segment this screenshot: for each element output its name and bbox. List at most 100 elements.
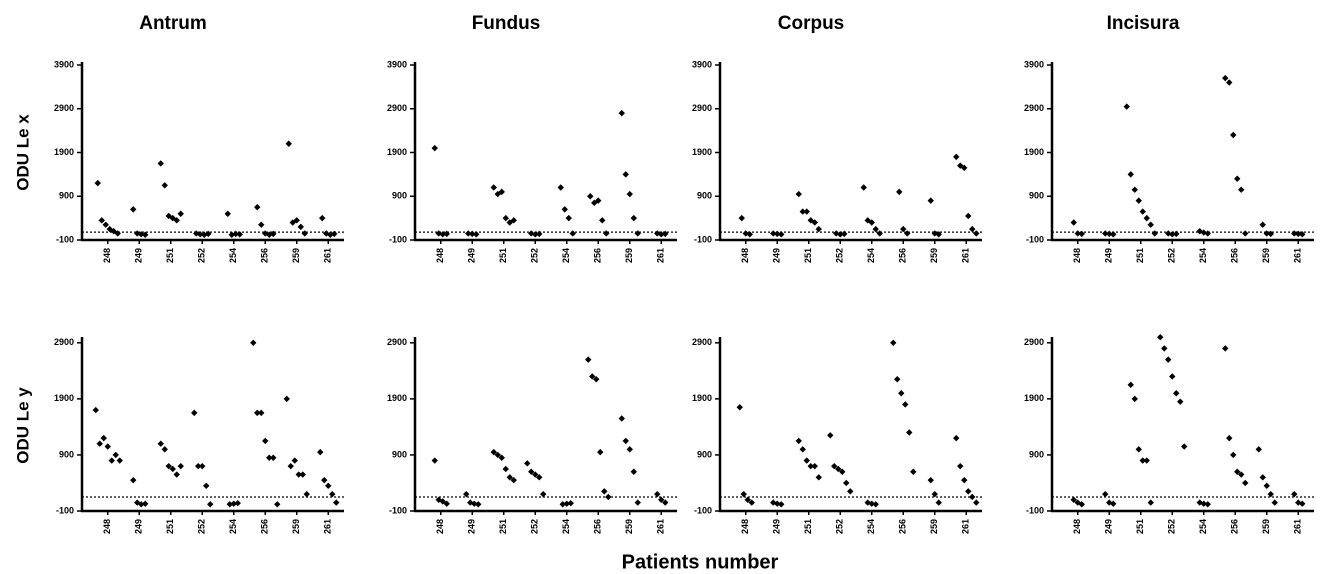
data-point [1299,500,1306,507]
data-point [439,231,446,238]
data-point [1259,221,1266,228]
x-tick-label: 251 [165,519,175,534]
data-point [622,171,629,178]
y-tick-label: 900 [1029,191,1044,201]
data-point [114,230,121,237]
data-point [774,230,781,238]
x-tick-label: 261 [1293,519,1303,534]
y-tick-label: -100 [694,234,712,244]
data-point [1074,230,1081,237]
data-point [266,231,273,238]
data-point [876,230,883,237]
data-point [327,231,334,238]
data-point [157,160,164,167]
data-point [510,217,517,224]
data-point [868,219,875,226]
data-point [297,223,304,231]
data-point [1157,333,1164,341]
y-tick-label: 900 [59,449,74,459]
data-point [291,457,298,464]
data-point [736,404,743,411]
data-point [746,231,753,238]
data-point [1295,230,1302,238]
data-point [287,462,294,470]
x-tick-label: 259 [929,248,939,263]
data-point [473,231,480,238]
x-tick-label: 251 [498,519,508,534]
data-point [250,339,257,347]
data-point [177,462,184,470]
data-point [536,474,543,481]
x-tick-label: 248 [102,248,112,263]
data-point [841,230,848,238]
data-point [807,462,814,470]
data-point [744,496,751,503]
data-point [502,465,509,473]
data-point [528,468,535,475]
y-tick-label: 1900 [387,393,407,403]
data-point [827,432,834,439]
data-point [1196,228,1203,235]
x-tick-label: 249 [772,519,782,534]
data-point [778,231,785,238]
data-point [561,206,568,213]
data-point [803,457,810,464]
x-tick-label: 261 [1293,248,1303,263]
data-point [226,501,233,508]
data-point [191,409,198,417]
y-tick-label: 2900 [387,103,407,113]
x-tick-label: 254 [228,248,238,263]
x-tick-label: 252 [530,248,540,263]
data-point [1139,208,1146,215]
data-point [333,499,340,506]
data-point [1131,395,1138,403]
x-tick-label: 259 [929,519,939,534]
x-tick-label: 261 [323,519,333,534]
data-point [1143,214,1150,222]
x-tick-label: 252 [197,248,207,263]
data-point [748,499,755,506]
data-point [230,500,237,507]
x-tick-label: 256 [593,519,603,534]
data-point [134,230,141,237]
x-tick-label: 248 [740,248,750,263]
y-tick-label: 2900 [54,337,74,347]
data-point [815,474,822,481]
data-point [96,440,103,447]
data-point [293,217,300,224]
data-point [1127,171,1134,178]
data-point [1226,79,1233,86]
x-tick-label: 259 [291,519,301,534]
x-tick-label: 248 [740,519,750,534]
y-tick-label: 900 [697,449,712,459]
data-point [1181,443,1188,450]
data-point [831,462,838,470]
data-point [872,225,879,233]
data-point [130,206,137,213]
data-point [262,437,269,445]
data-point [289,219,296,226]
data-point [323,230,330,237]
x-tick-label: 251 [498,248,508,263]
data-point [662,499,669,506]
data-point [254,409,261,417]
data-point [532,471,539,478]
x-tick-label: 259 [1261,519,1271,534]
data-point [165,212,172,220]
data-point [935,499,942,506]
data-point [894,376,901,383]
data-point [258,221,265,228]
data-point [1102,490,1109,498]
data-point [443,230,450,238]
data-point [228,231,235,238]
x-tick-label: 249 [1104,519,1114,534]
data-point [1242,479,1249,487]
data-point [774,500,781,507]
x-tick-label: 254 [1198,519,1208,534]
data-point [1102,230,1109,237]
data-point [1123,103,1130,110]
data-point [299,471,306,478]
y-tick-label: -100 [1026,505,1044,515]
data-point [431,144,438,152]
data-point [130,476,137,484]
